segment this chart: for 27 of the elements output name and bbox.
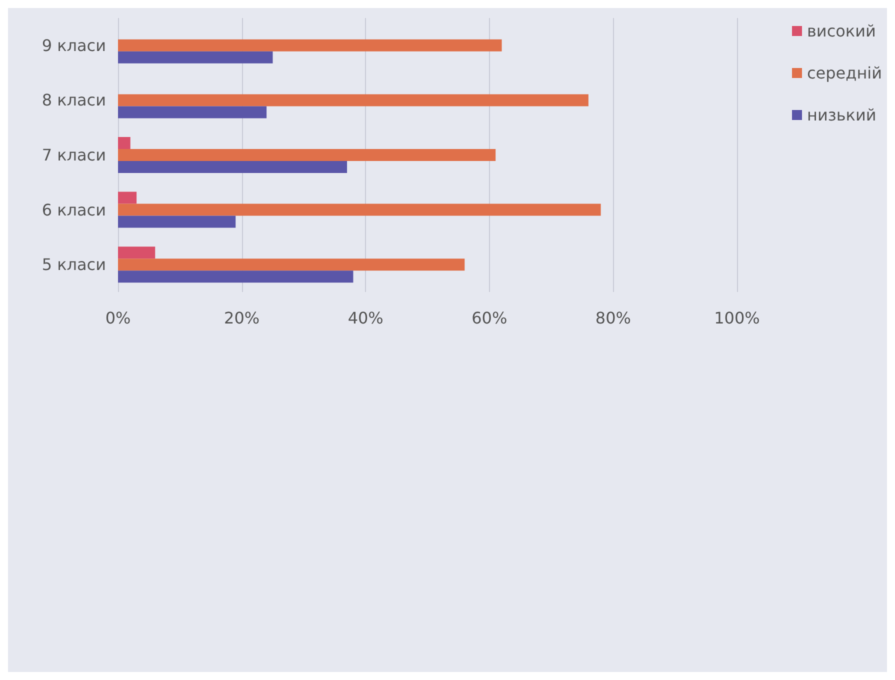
- bar: [118, 216, 236, 228]
- bar: [118, 106, 267, 118]
- y-tick-label: 7 класи: [42, 146, 106, 164]
- x-tick-label: 80%: [595, 308, 631, 328]
- x-tick-label: 0%: [105, 308, 131, 328]
- bar: [118, 258, 465, 271]
- bar: [118, 204, 601, 216]
- y-tick-label: 8 класи: [42, 90, 106, 110]
- bar: [118, 246, 156, 259]
- bar: [118, 51, 273, 64]
- x-tick-label: 20%: [224, 308, 260, 328]
- y-tick-label: 6 класи: [42, 200, 106, 220]
- legend-label: низький: [806, 106, 876, 124]
- bar: [118, 270, 354, 283]
- bar: [118, 94, 588, 106]
- bar: [118, 161, 348, 173]
- legend-label: середній: [806, 64, 882, 82]
- bar: [118, 39, 502, 52]
- y-tick-label: 9 класи: [42, 36, 106, 55]
- bar: [118, 192, 137, 204]
- y-tick-label: 5 класи: [42, 255, 106, 274]
- legend-label: високий: [806, 22, 876, 40]
- bar: [118, 137, 130, 149]
- bar: [118, 149, 496, 161]
- x-tick-label: 40%: [348, 308, 384, 328]
- x-tick-label: 100%: [714, 308, 760, 328]
- x-tick-label: 60%: [472, 308, 508, 328]
